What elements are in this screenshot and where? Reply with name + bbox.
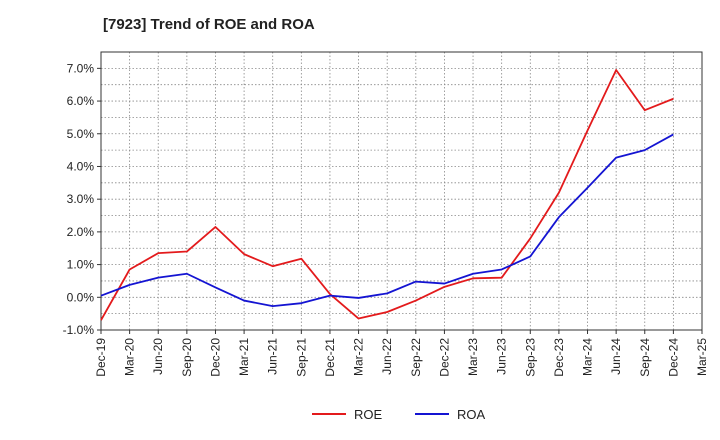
x-tick-label: Sep-24	[638, 338, 652, 377]
y-tick-label: 7.0%	[67, 61, 95, 75]
x-tick-label: Dec-24	[666, 338, 680, 377]
series-line-roa	[100, 133, 674, 308]
x-tick-label: Dec-23	[552, 338, 566, 377]
x-tick-label: Jun-23	[495, 338, 509, 375]
y-tick-label: 4.0%	[67, 159, 95, 173]
x-tick-label: Mar-22	[352, 338, 366, 376]
legend-label-roa: ROA	[457, 407, 486, 422]
x-tick-label: Mar-23	[466, 338, 480, 376]
legend-label-roe: ROE	[354, 407, 383, 422]
y-tick-label: 3.0%	[67, 192, 95, 206]
x-tick-label: Jun-22	[380, 338, 394, 375]
x-tick-label: Dec-21	[323, 338, 337, 377]
y-tick-label: 5.0%	[67, 127, 95, 141]
y-tick-label: 1.0%	[67, 258, 95, 272]
x-tick-label: Jun-21	[266, 338, 280, 375]
x-tick-label: Sep-21	[294, 338, 308, 377]
chart-title: [7923] Trend of ROE and ROA	[103, 16, 315, 33]
y-tick-label: -1.0%	[63, 323, 95, 337]
x-tick-label: Dec-20	[208, 338, 222, 377]
legend: ROE ROA	[312, 407, 486, 422]
x-tick-label: Mar-21	[237, 338, 251, 376]
y-tick-label: 0.0%	[67, 290, 95, 304]
y-tick-label: 2.0%	[67, 225, 95, 239]
series-lines	[100, 69, 674, 321]
series-line-roe	[100, 69, 674, 321]
x-axis-ticks: Dec-19 Mar-20 Jun-20 Sep-20 Dec-20 Mar-21 Jun-…	[94, 330, 709, 377]
x-tick-label: Sep-22	[409, 338, 423, 377]
y-axis-ticks: -1.0% 0.0% 1.0% 2.0% 3.0% 4.0% 5.0% 6.0% 7.0%	[63, 61, 101, 337]
x-tick-label: Mar-24	[581, 338, 595, 376]
y-tick-label: 6.0%	[67, 94, 95, 108]
x-tick-label: Mar-20	[123, 338, 137, 376]
x-tick-label: Sep-23	[523, 338, 537, 377]
plot-grid	[101, 52, 702, 330]
x-tick-label: Sep-20	[180, 338, 194, 377]
x-tick-label: Dec-22	[437, 338, 451, 377]
x-tick-label: Jun-24	[609, 338, 623, 375]
x-tick-label: Dec-19	[94, 338, 108, 377]
plot-frame	[100, 51, 703, 331]
x-tick-label: Jun-20	[151, 338, 165, 375]
x-tick-label: Mar-25	[695, 338, 709, 376]
